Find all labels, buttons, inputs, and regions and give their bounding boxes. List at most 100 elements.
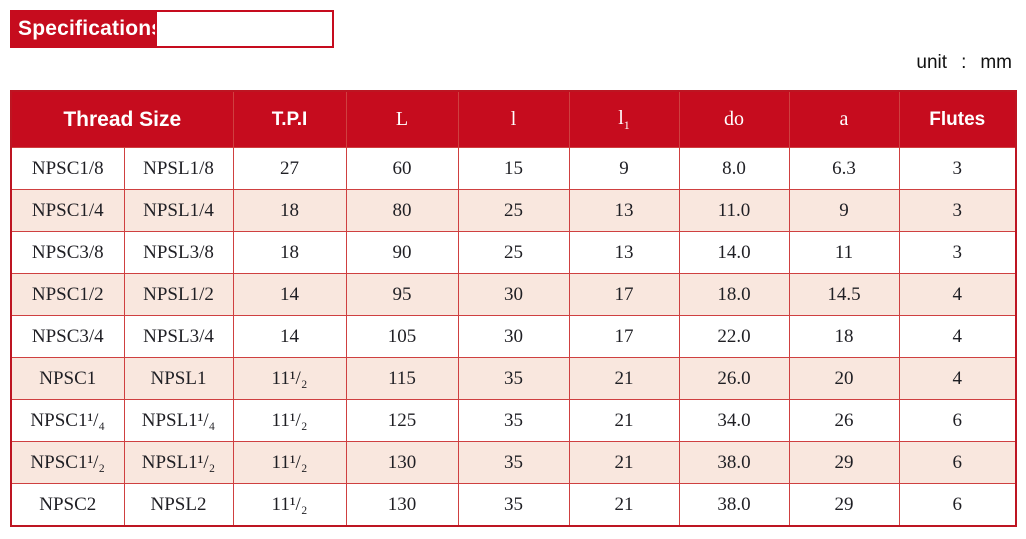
table-cell: 38.0 — [678, 441, 790, 484]
table-cell: 11¹/₂ — [232, 483, 347, 527]
column-header: Thread Size — [10, 90, 234, 148]
banner-extension-box — [155, 10, 334, 48]
table-row: NPSC3/8 NPSL3/8 18 90 25 13 14.0 11 3 — [10, 231, 1017, 274]
table-cell: 11¹/₂ — [232, 399, 347, 442]
table-cell: NPSL3/4 — [123, 315, 234, 358]
table-cell: 115 — [345, 357, 459, 400]
unit-note-value: mm — [980, 52, 1012, 73]
column-header: Flutes — [898, 90, 1017, 148]
table-cell: 4 — [898, 273, 1017, 316]
table-cell: 25 — [457, 189, 570, 232]
table-cell: 17 — [568, 315, 680, 358]
table-cell: 4 — [898, 357, 1017, 400]
table-cell: NPSL1/4 — [123, 189, 234, 232]
specifications-banner: Specifications — [10, 10, 163, 48]
table-cell: 14 — [232, 315, 347, 358]
table-cell: 35 — [457, 483, 570, 527]
table-cell: 25 — [457, 231, 570, 274]
column-header: l — [457, 90, 570, 148]
table-cell: 18.0 — [678, 273, 790, 316]
table-cell: 38.0 — [678, 483, 790, 527]
table-row: NPSC2 NPSL2 11¹/₂ 130 35 21 38.0 29 6 — [10, 483, 1017, 527]
table-cell: 60 — [345, 147, 459, 190]
table-row: NPSC1 NPSL1 11¹/₂ 115 35 21 26.0 20 4 — [10, 357, 1017, 400]
specifications-banner-label: Specifications — [18, 17, 164, 40]
table-cell: NPSL1¹/₂ — [123, 441, 234, 484]
table-cell: NPSC3/8 — [10, 231, 125, 274]
table-cell: 95 — [345, 273, 459, 316]
table-cell: 20 — [788, 357, 900, 400]
table-cell: 21 — [568, 399, 680, 442]
table-cell: NPSL1/2 — [123, 273, 234, 316]
table-cell: NPSC1¹/₄ — [10, 399, 125, 442]
table-cell: NPSC1¹/₂ — [10, 441, 125, 484]
table-cell: 11 — [788, 231, 900, 274]
table-cell: 3 — [898, 147, 1017, 190]
table-cell: 18 — [232, 189, 347, 232]
table-cell: 14.0 — [678, 231, 790, 274]
table-cell: 11¹/₂ — [232, 357, 347, 400]
table-cell: 3 — [898, 189, 1017, 232]
table-cell: 34.0 — [678, 399, 790, 442]
table-cell: 11.0 — [678, 189, 790, 232]
table-cell: NPSL1¹/₄ — [123, 399, 234, 442]
column-header: l1 — [568, 90, 680, 148]
table-cell: 6 — [898, 441, 1017, 484]
table-cell: 21 — [568, 441, 680, 484]
table-cell: NPSL3/8 — [123, 231, 234, 274]
table-cell: 18 — [788, 315, 900, 358]
table-cell: 4 — [898, 315, 1017, 358]
table-row: NPSC3/4 NPSL3/4 14 105 30 17 22.0 18 4 — [10, 315, 1017, 358]
table-cell: 17 — [568, 273, 680, 316]
table-cell: 22.0 — [678, 315, 790, 358]
unit-note-separator: : — [961, 52, 967, 73]
table-cell: 6 — [898, 483, 1017, 527]
column-header: T.P.I — [232, 90, 347, 148]
table-cell: NPSC3/4 — [10, 315, 125, 358]
table-cell: 21 — [568, 483, 680, 527]
column-header: a — [788, 90, 900, 148]
table-cell: 9 — [568, 147, 680, 190]
table-cell: 6.3 — [788, 147, 900, 190]
table-cell: 130 — [345, 441, 459, 484]
table-cell: 26 — [788, 399, 900, 442]
table-cell: 14.5 — [788, 273, 900, 316]
unit-note-label: unit — [916, 52, 948, 73]
table-row: NPSC1/8 NPSL1/8 27 60 15 9 8.0 6.3 3 — [10, 147, 1017, 190]
table-cell: NPSL2 — [123, 483, 234, 527]
table-cell: 18 — [232, 231, 347, 274]
table-cell: 125 — [345, 399, 459, 442]
table-cell: 3 — [898, 231, 1017, 274]
table-cell: 35 — [457, 357, 570, 400]
table-cell: 11¹/₂ — [232, 441, 347, 484]
table-cell: NPSC1/4 — [10, 189, 125, 232]
table-cell: 8.0 — [678, 147, 790, 190]
column-header: L — [345, 90, 459, 148]
table-cell: NPSC1 — [10, 357, 125, 400]
table-cell: 29 — [788, 483, 900, 527]
table-cell: 15 — [457, 147, 570, 190]
table-cell: NPSC1/2 — [10, 273, 125, 316]
table-row: NPSC1/2 NPSL1/2 14 95 30 17 18.0 14.5 4 — [10, 273, 1017, 316]
table-cell: NPSC2 — [10, 483, 125, 527]
table-cell: NPSL1/8 — [123, 147, 234, 190]
table-cell: 9 — [788, 189, 900, 232]
table-cell: 35 — [457, 441, 570, 484]
table-cell: 30 — [457, 315, 570, 358]
table-row: NPSC1¹/₄ NPSL1¹/₄ 11¹/₂ 125 35 21 34.0 26 6 — [10, 399, 1017, 442]
table-cell: 90 — [345, 231, 459, 274]
table-cell: 6 — [898, 399, 1017, 442]
table-row: NPSC1/4 NPSL1/4 18 80 25 13 11.0 9 3 — [10, 189, 1017, 232]
table-cell: 29 — [788, 441, 900, 484]
table-cell: 26.0 — [678, 357, 790, 400]
table-cell: 105 — [345, 315, 459, 358]
table-cell: 21 — [568, 357, 680, 400]
column-header: do — [678, 90, 790, 148]
table-cell: 35 — [457, 399, 570, 442]
table-row: NPSC1¹/₂ NPSL1¹/₂ 11¹/₂ 130 35 21 38.0 29 6 — [10, 441, 1017, 484]
table-cell: 14 — [232, 273, 347, 316]
